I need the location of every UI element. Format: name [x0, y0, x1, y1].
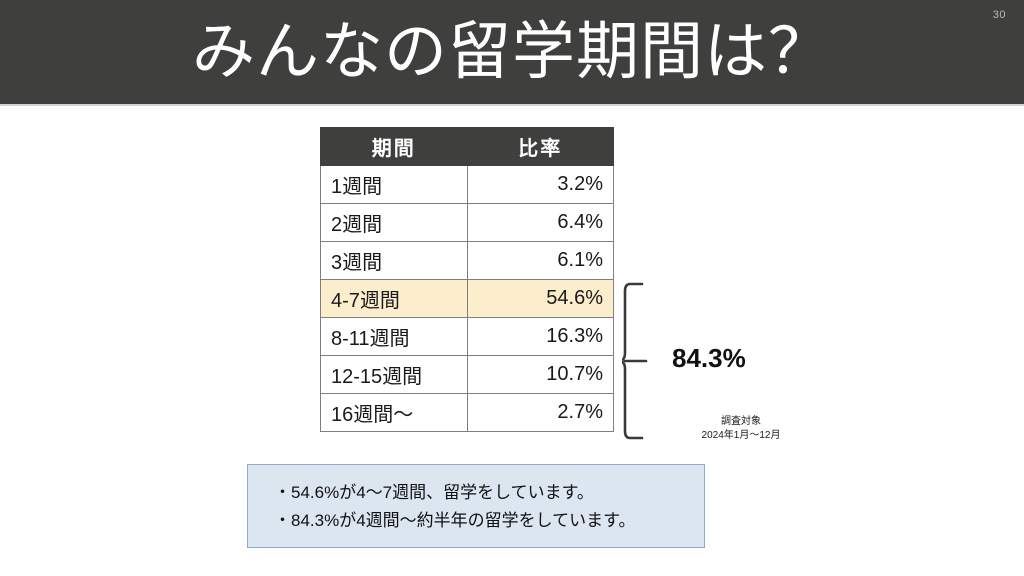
table-row-highlighted: 4-7週間 54.6%: [320, 279, 614, 318]
cell-period: 16週間〜: [320, 393, 468, 432]
cell-period: 4-7週間: [320, 279, 468, 318]
table-row: 3週間 6.1%: [320, 241, 614, 280]
header-divider: [0, 104, 1024, 106]
page-number: 30: [992, 9, 1006, 21]
cell-ratio: 54.6%: [466, 279, 614, 318]
page-title: みんなの留学期間は？: [192, 16, 832, 87]
callout-line-2: ・84.3%が4週間〜約半年の留学をしています。: [274, 511, 636, 531]
table-header-row: 期間 比率: [320, 127, 614, 166]
cell-period: 12-15週間: [320, 355, 468, 394]
column-header-period: 期間: [320, 127, 468, 166]
table-row: 1週間 3.2%: [320, 165, 614, 204]
cell-ratio: 6.4%: [466, 203, 614, 242]
cell-period: 3週間: [320, 241, 468, 280]
callout-line-1: ・54.6%が4〜7週間、留学をしています。: [274, 483, 594, 502]
cell-period: 8-11週間: [320, 317, 468, 356]
cell-ratio: 6.1%: [466, 241, 614, 280]
cell-period: 2週間: [320, 203, 468, 242]
duration-ratio-table: 期間 比率 1週間 3.2% 2週間 6.4% 3週間 6.1% 4-7週間 5…: [320, 127, 614, 432]
column-header-ratio: 比率: [466, 127, 614, 166]
brace-total-label: 84.3%: [672, 343, 746, 373]
table-row: 16週間〜 2.7%: [320, 393, 614, 432]
cell-ratio: 3.2%: [466, 165, 614, 204]
table-head: 期間 比率: [320, 127, 614, 166]
survey-period: 2024年1月〜12月: [701, 429, 781, 441]
table-row: 2週間 6.4%: [320, 203, 614, 242]
table-row: 8-11週間 16.3%: [320, 317, 614, 356]
summary-callout-box: ・54.6%が4〜7週間、留学をしています。 ・84.3%が4週間〜約半年の留学…: [247, 464, 705, 548]
cell-ratio: 16.3%: [466, 317, 614, 356]
cell-ratio: 10.7%: [466, 355, 614, 394]
survey-footnote: 調査対象 2024年1月〜12月: [676, 415, 806, 442]
cell-period: 1週間: [320, 165, 468, 204]
table-body: 1週間 3.2% 2週間 6.4% 3週間 6.1% 4-7週間 54.6% 8…: [320, 165, 614, 432]
table-row: 12-15週間 10.7%: [320, 355, 614, 394]
curly-brace-icon: [622, 282, 668, 440]
survey-label: 調査対象: [721, 416, 761, 427]
cell-ratio: 2.7%: [466, 393, 614, 432]
slide-header-band: [0, 0, 1024, 104]
